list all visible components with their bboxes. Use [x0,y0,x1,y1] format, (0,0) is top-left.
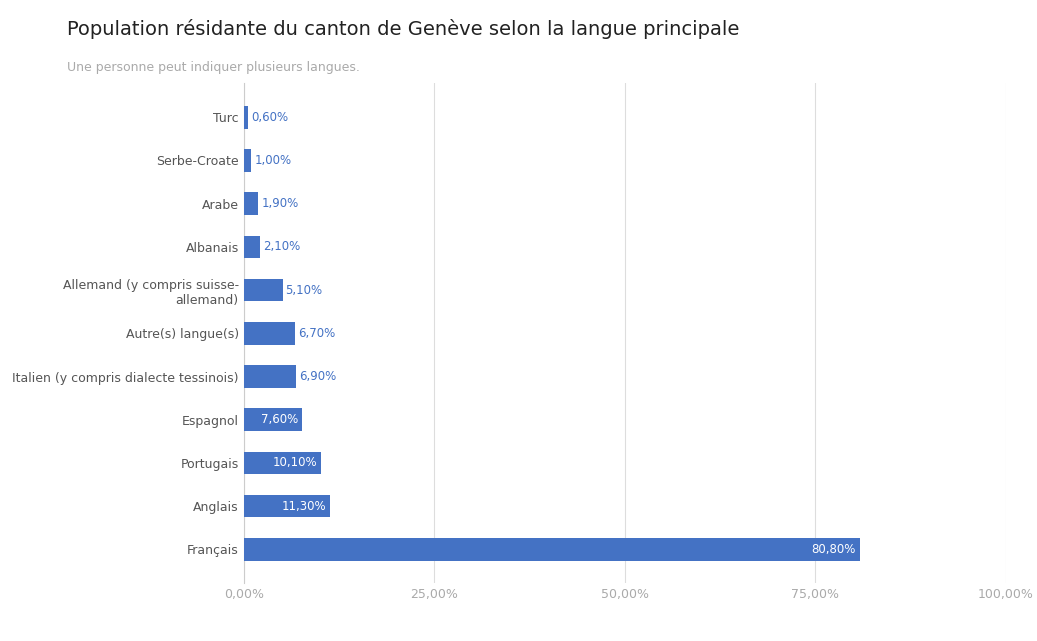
Text: 5,10%: 5,10% [285,283,323,297]
Bar [244,149,251,172]
Bar [244,279,282,301]
Bar [244,495,330,517]
Text: Population résidante du canton de Genève selon la langue principale: Population résidante du canton de Genève… [67,19,739,39]
Text: Une personne peut indiquer plusieurs langues.: Une personne peut indiquer plusieurs lan… [67,61,360,74]
Text: 80,80%: 80,80% [811,543,856,556]
Text: 0,60%: 0,60% [251,111,288,124]
Text: 6,90%: 6,90% [300,370,337,383]
Bar [244,452,320,474]
Text: 1,90%: 1,90% [261,197,299,210]
Bar [244,236,259,258]
Text: 1,00%: 1,00% [254,154,291,167]
Bar [244,192,258,215]
Bar [244,106,248,129]
Bar [244,322,295,345]
Text: 10,10%: 10,10% [273,456,317,469]
Bar [244,365,297,388]
Text: 6,70%: 6,70% [298,327,335,340]
Bar [244,538,860,561]
Text: 2,10%: 2,10% [262,240,300,253]
Text: 11,30%: 11,30% [281,499,326,513]
Bar [244,408,302,431]
Text: 7,60%: 7,60% [260,413,298,426]
